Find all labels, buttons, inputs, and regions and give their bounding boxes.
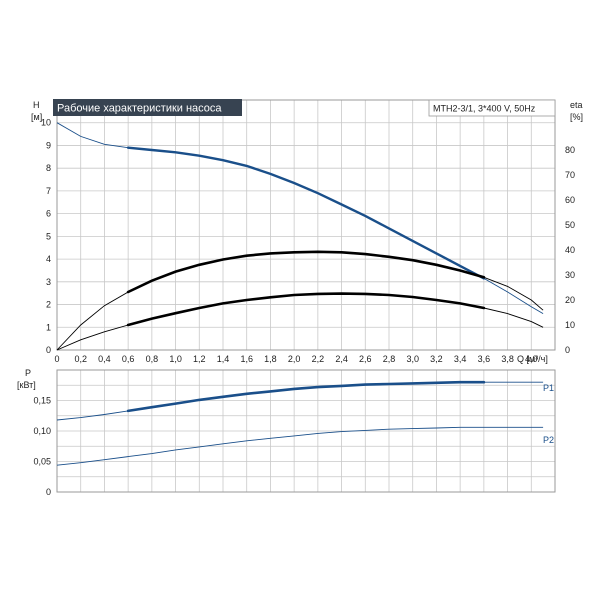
lower-tick-labels: 0 0,05 0,10 0,15: [33, 396, 51, 498]
lower-series-operating-range-0: [126, 380, 486, 413]
y-tick-label: 10: [41, 118, 51, 128]
y2-tick-label: 60: [565, 195, 575, 205]
x-tick-label: 3,0: [406, 354, 419, 364]
x-tick-label: 0,6: [122, 354, 135, 364]
y2-tick-label: 30: [565, 270, 575, 280]
power-y-tick-label: 0,05: [33, 457, 51, 467]
x-axis-label: Q [м³/ч]: [517, 354, 548, 364]
x-tick-label: 2,6: [359, 354, 372, 364]
lower-series-line-1: [56, 426, 544, 466]
power-y-tick-label: 0: [46, 487, 51, 497]
x-tick-label: 1,8: [264, 354, 277, 364]
x-tick-label: 0,2: [74, 354, 87, 364]
upper-series-operating-range-0: [126, 146, 486, 280]
y-tick-label: 9: [46, 140, 51, 150]
upper-series-operating-range-2: [126, 292, 486, 327]
x-tick-label: 1,2: [193, 354, 206, 364]
x-tick-label: 0,4: [98, 354, 111, 364]
power-y-tick-label: 0,10: [33, 426, 51, 436]
upper-series-operating-range-1: [126, 250, 486, 294]
y-tick-label: 7: [46, 186, 51, 196]
x-tick-label: 3,6: [478, 354, 491, 364]
x-tick-label: 3,4: [454, 354, 467, 364]
x-tick-label: 4,0: [525, 354, 538, 364]
upper-series-line-1: [56, 251, 544, 351]
y2-tick-label: 80: [565, 145, 575, 155]
y-tick-label: 1: [46, 322, 51, 332]
y2-tick-label: 10: [565, 320, 575, 330]
lower-series: [56, 380, 544, 466]
y-axis-label-power: P: [25, 368, 31, 378]
upper-series-line-0: [56, 122, 544, 314]
model-label-box: [428, 99, 556, 117]
upper-series-line-2: [56, 293, 544, 351]
upper-grid: [56, 99, 555, 351]
y-tick-label: 8: [46, 163, 51, 173]
x-tick-label: 1,0: [169, 354, 182, 364]
x-tick-label: 3,2: [430, 354, 443, 364]
y-tick-label: 6: [46, 209, 51, 219]
chart-title: Рабочие характеристики насоса: [57, 103, 222, 115]
x-tick-label: 0: [54, 354, 59, 364]
upper-plot-frame: [56, 99, 556, 351]
x-tick-label: 2,0: [288, 354, 301, 364]
series-label-p1: P1: [543, 383, 554, 393]
y-axis-unit-head: [м]: [31, 112, 42, 122]
y2-tick-label: 20: [565, 295, 575, 305]
y-axis-unit-power: [кВт]: [17, 380, 36, 390]
y2-tick-label: 0: [565, 345, 570, 355]
x-tick-label: 2,2: [312, 354, 325, 364]
lower-plot-frame: [56, 369, 556, 493]
y2-tick-label: 40: [565, 245, 575, 255]
x-tick-label: 0,8: [146, 354, 159, 364]
x-tick-label: 2,8: [383, 354, 396, 364]
y-tick-label: 5: [46, 231, 51, 241]
x-tick-label: 3,8: [501, 354, 514, 364]
y2-tick-label: 70: [565, 170, 575, 180]
y2-axis-label-eta: eta: [570, 100, 583, 110]
x-tick-label: 2,4: [335, 354, 348, 364]
y2-axis-unit-eta: [%]: [570, 112, 583, 122]
y-tick-label: 0: [46, 345, 51, 355]
chart-title-banner: [53, 99, 242, 116]
y-axis-label-head: H: [33, 100, 40, 110]
x-tick-label: 1,6: [240, 354, 253, 364]
upper-tick-labels: 0 0,2 0,4 0,6 0,8 1,0 1,2 1,4 1,6 1,8 2,0 2,2 2,4 2,6…: [41, 118, 575, 364]
upper-series: [56, 122, 544, 351]
power-y-tick-label: 0,15: [33, 396, 51, 406]
x-tick-label: 1,4: [217, 354, 230, 364]
y-tick-label: 4: [46, 254, 51, 264]
series-label-p2: P2: [543, 435, 554, 445]
y2-tick-label: 50: [565, 220, 575, 230]
y-tick-label: 2: [46, 300, 51, 310]
model-label: MTH2-3/1, 3*400 V, 50Hz: [433, 104, 536, 114]
y-tick-label: 3: [46, 277, 51, 287]
